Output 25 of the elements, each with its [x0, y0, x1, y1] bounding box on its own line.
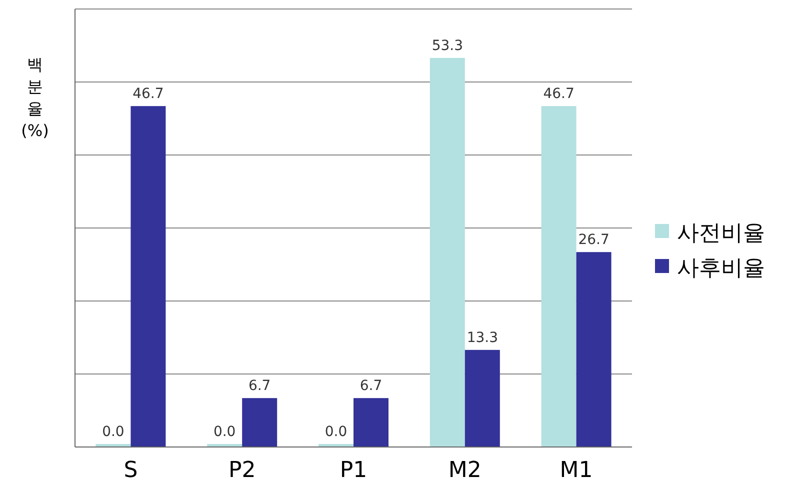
- data-label: 26.7: [578, 232, 610, 248]
- y-axis-title: 백분율 (%): [21, 55, 49, 140]
- data-label: 6.7: [360, 378, 382, 394]
- bar: [464, 350, 500, 447]
- bar: [576, 252, 612, 447]
- data-label: 46.7: [543, 86, 574, 102]
- data-label: 0.0: [102, 424, 124, 440]
- data-label: 53.3: [432, 38, 463, 54]
- bar: [130, 106, 166, 447]
- data-label: 0.0: [324, 424, 348, 440]
- legend-label: 사전비율: [677, 221, 765, 246]
- x-tick-label: M2: [448, 458, 482, 483]
- data-label: 46.7: [132, 86, 164, 102]
- x-tick-label: P1: [340, 458, 368, 483]
- bar: [242, 398, 278, 447]
- x-tick-label: M1: [560, 458, 593, 483]
- bar: [541, 106, 576, 447]
- x-tick-label: P2: [228, 458, 256, 483]
- bar: [354, 398, 388, 447]
- x-tick-label: S: [124, 458, 138, 483]
- legend-label: 사후비율: [677, 256, 765, 281]
- bar: [430, 58, 465, 447]
- data-label: 13.3: [466, 330, 498, 346]
- data-label: 6.7: [248, 378, 271, 394]
- data-label: 0.0: [213, 424, 236, 440]
